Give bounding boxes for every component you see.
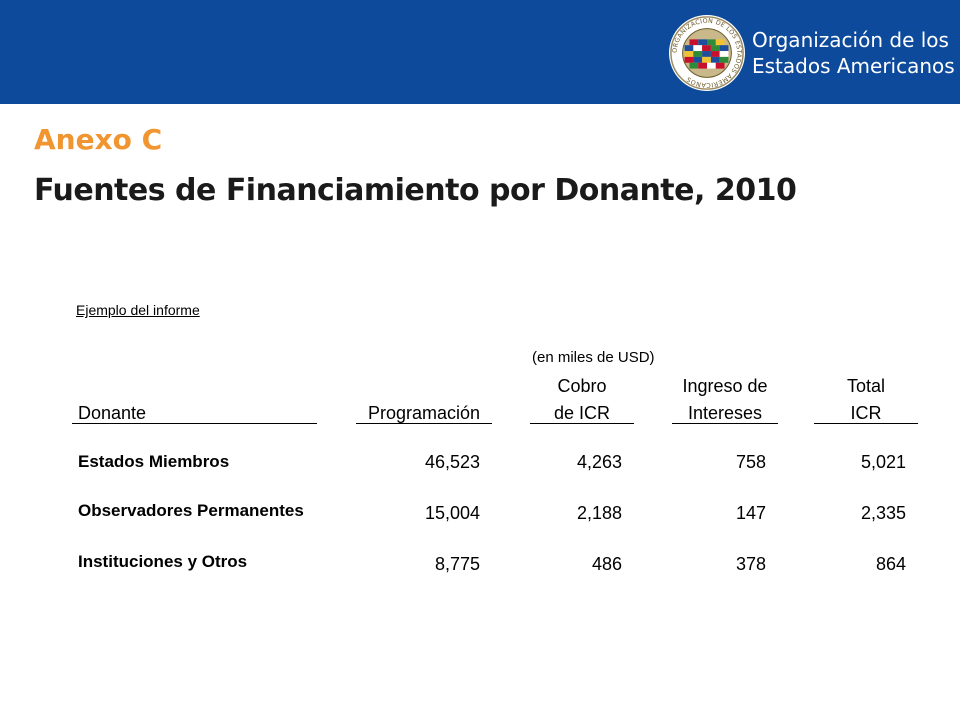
column-header-icr-line2: de ICR bbox=[553, 403, 611, 423]
row-programming-value: 8,775 bbox=[434, 554, 480, 574]
row-total-value: 864 bbox=[875, 554, 906, 574]
column-header-interest-line2: Intereses bbox=[687, 403, 763, 423]
row-interest-value: 758 bbox=[735, 452, 766, 472]
org-name: Organización de los Estados Americanos bbox=[752, 27, 955, 79]
row-total-value: 5,021 bbox=[860, 452, 906, 472]
row-interest-value: 378 bbox=[735, 554, 766, 574]
column-header-total-line2: ICR bbox=[850, 403, 882, 423]
column-header-interest-line1: Ingreso de bbox=[682, 376, 768, 396]
org-name-line2: Estados Americanos bbox=[752, 54, 955, 78]
oas-seal-logo: ORGANIZACION DE LOS ESTADOS AMERICANOS bbox=[668, 14, 746, 92]
row-donor-label: Observadores Permanentes bbox=[78, 501, 304, 520]
row-icr-value: 486 bbox=[591, 554, 622, 574]
column-header-icr-line1: Cobro bbox=[557, 376, 607, 396]
header-bar: ORGANIZACION DE LOS ESTADOS AMERICANOS bbox=[0, 0, 960, 104]
row-programming-value: 46,523 bbox=[424, 452, 480, 472]
row-icr-value: 2,188 bbox=[576, 503, 622, 523]
column-header-donor: Donante bbox=[78, 403, 147, 423]
sample-report-label: Ejemplo del informe bbox=[76, 302, 200, 318]
row-donor-label: Instituciones y Otros bbox=[78, 552, 248, 571]
header-rule-donor bbox=[72, 423, 317, 424]
column-header-total-line1: Total bbox=[846, 376, 886, 396]
column-header-programming: Programación bbox=[367, 403, 481, 423]
header-rule-icr bbox=[530, 423, 634, 424]
header-rule-programming bbox=[356, 423, 492, 424]
row-donor-label: Estados Miembros bbox=[78, 452, 230, 471]
row-icr-value: 4,263 bbox=[576, 452, 622, 472]
page-title: Fuentes de Financiamiento por Donante, 2… bbox=[34, 173, 797, 208]
row-total-value: 2,335 bbox=[860, 503, 906, 523]
org-name-line1: Organización de los bbox=[752, 28, 949, 52]
row-interest-value: 147 bbox=[735, 503, 766, 523]
annex-label: Anexo C bbox=[34, 123, 163, 156]
row-programming-value: 15,004 bbox=[424, 503, 480, 523]
units-note: (en miles de USD) bbox=[532, 349, 655, 366]
header-rule-total bbox=[814, 423, 918, 424]
header-rule-interest bbox=[672, 423, 778, 424]
